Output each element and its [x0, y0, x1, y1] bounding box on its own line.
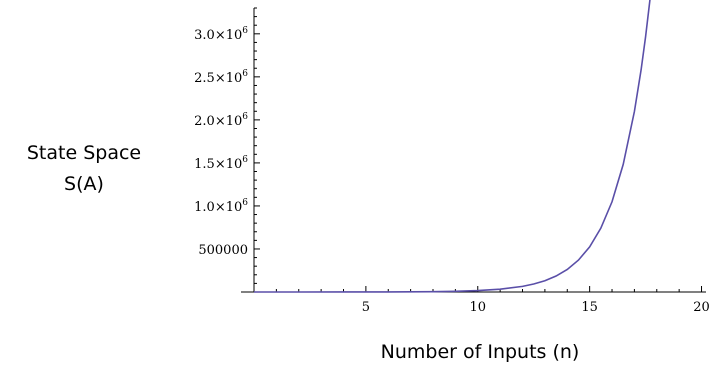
x-tick-label: 15 [581, 300, 598, 315]
x-tick-label: 20 [693, 300, 710, 315]
y-axis-title-line: State Space [27, 142, 141, 164]
series-line [253, 0, 651, 293]
y-tick-label: 1.5×106 [194, 155, 248, 172]
x-tick-label: 10 [469, 300, 486, 315]
y-tick-label: 2.0×106 [194, 112, 248, 129]
y-tick-label: 500000 [198, 243, 248, 258]
y-tick-label: 3.0×106 [194, 26, 248, 43]
y-tick-label: 2.5×106 [194, 69, 248, 86]
x-tick-label: 5 [362, 300, 370, 315]
x-axis-title: Number of Inputs (n) [381, 341, 580, 363]
series-layer [253, 0, 651, 293]
y-tick-label: 1.0×106 [194, 198, 248, 215]
y-axis-title-line: S(A) [64, 173, 104, 195]
labels-layer: 5 10 15 20 500000 1.0×106 1.5×106 2.0×106 2.5×10… [27, 26, 710, 363]
axes-layer [241, 7, 706, 293]
